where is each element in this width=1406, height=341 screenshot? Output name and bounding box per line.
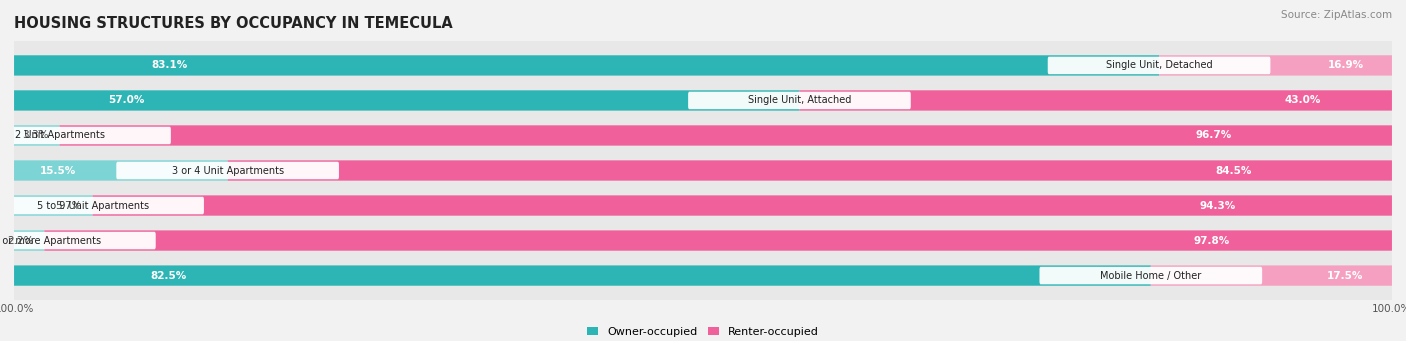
FancyBboxPatch shape [0, 74, 1406, 128]
FancyBboxPatch shape [0, 127, 172, 144]
FancyBboxPatch shape [1159, 55, 1392, 76]
FancyBboxPatch shape [0, 39, 1406, 92]
Text: 84.5%: 84.5% [1216, 165, 1253, 176]
FancyBboxPatch shape [59, 125, 1392, 146]
Text: Mobile Home / Other: Mobile Home / Other [1099, 270, 1202, 281]
FancyBboxPatch shape [0, 232, 156, 249]
Text: 2.2%: 2.2% [7, 236, 34, 246]
Text: Single Unit, Detached: Single Unit, Detached [1105, 60, 1212, 71]
FancyBboxPatch shape [14, 160, 228, 181]
Text: 43.0%: 43.0% [1285, 95, 1320, 105]
FancyBboxPatch shape [14, 55, 1159, 76]
Text: HOUSING STRUCTURES BY OCCUPANCY IN TEMECULA: HOUSING STRUCTURES BY OCCUPANCY IN TEMEC… [14, 16, 453, 31]
Text: 5.7%: 5.7% [55, 201, 82, 210]
Text: Source: ZipAtlas.com: Source: ZipAtlas.com [1281, 10, 1392, 20]
FancyBboxPatch shape [14, 231, 45, 251]
FancyBboxPatch shape [0, 213, 1406, 267]
Text: 10 or more Apartments: 10 or more Apartments [0, 236, 101, 246]
FancyBboxPatch shape [1152, 265, 1392, 286]
Text: 16.9%: 16.9% [1327, 60, 1364, 71]
Text: 5 to 9 Unit Apartments: 5 to 9 Unit Apartments [37, 201, 149, 210]
Legend: Owner-occupied, Renter-occupied: Owner-occupied, Renter-occupied [582, 322, 824, 341]
FancyBboxPatch shape [117, 162, 339, 179]
Text: 96.7%: 96.7% [1195, 131, 1232, 140]
Text: 57.0%: 57.0% [108, 95, 145, 105]
Text: 17.5%: 17.5% [1327, 270, 1362, 281]
Text: 15.5%: 15.5% [39, 165, 76, 176]
FancyBboxPatch shape [14, 90, 800, 110]
FancyBboxPatch shape [14, 265, 1152, 286]
FancyBboxPatch shape [228, 160, 1392, 181]
FancyBboxPatch shape [0, 197, 204, 214]
FancyBboxPatch shape [688, 92, 911, 109]
FancyBboxPatch shape [800, 90, 1392, 110]
FancyBboxPatch shape [45, 231, 1392, 251]
FancyBboxPatch shape [0, 249, 1406, 302]
FancyBboxPatch shape [14, 195, 93, 216]
FancyBboxPatch shape [0, 144, 1406, 197]
FancyBboxPatch shape [0, 108, 1406, 162]
FancyBboxPatch shape [0, 179, 1406, 233]
FancyBboxPatch shape [1039, 267, 1263, 284]
FancyBboxPatch shape [93, 195, 1392, 216]
Text: 3 or 4 Unit Apartments: 3 or 4 Unit Apartments [172, 165, 284, 176]
Text: Single Unit, Attached: Single Unit, Attached [748, 95, 851, 105]
Text: 94.3%: 94.3% [1199, 201, 1236, 210]
FancyBboxPatch shape [1047, 57, 1271, 74]
Text: 3.3%: 3.3% [22, 131, 48, 140]
Text: 82.5%: 82.5% [150, 270, 187, 281]
Text: 97.8%: 97.8% [1194, 236, 1230, 246]
Text: 2 Unit Apartments: 2 Unit Apartments [14, 131, 104, 140]
Text: 83.1%: 83.1% [152, 60, 188, 71]
FancyBboxPatch shape [14, 125, 59, 146]
